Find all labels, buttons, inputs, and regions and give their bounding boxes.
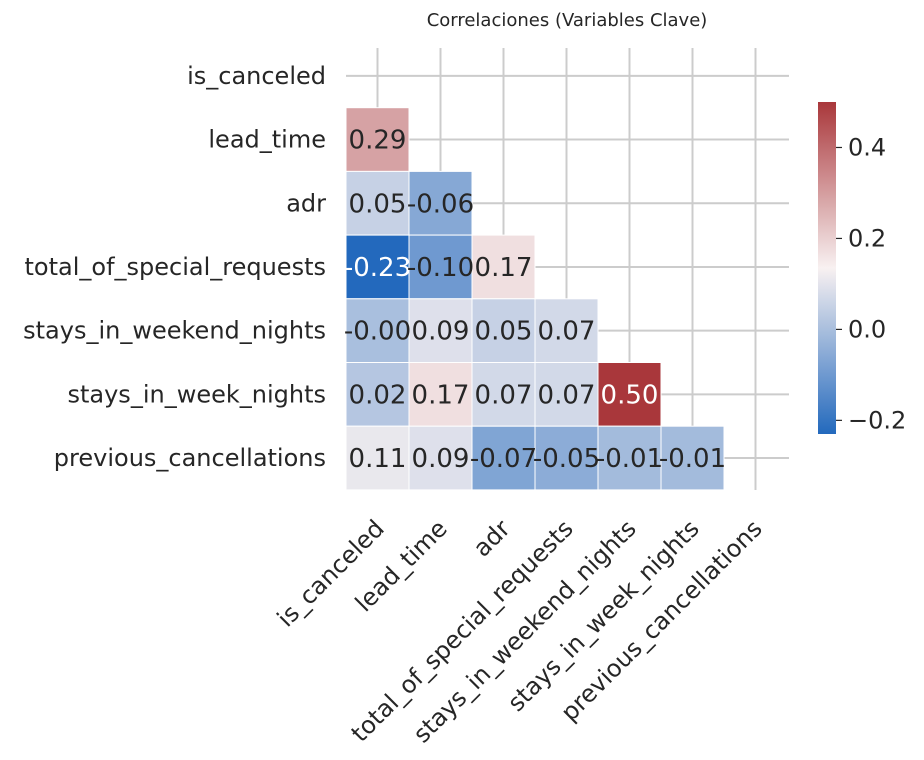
cell-value-label: -0.01 (596, 444, 663, 474)
heatmap-cell (345, 107, 410, 172)
cell-value-label: -0.00 (344, 317, 411, 347)
heatmap-cell (408, 170, 473, 236)
cell-annotations: 0.290.05 -0.06-0.23-0.10 0.17-0.00 0.09 0.05… (344, 126, 726, 474)
cell-value-label: 0.09 (412, 317, 470, 347)
heatmap-cell (660, 425, 725, 491)
cell-value-label: 0.05 (475, 317, 533, 347)
y-tick-label: adr (286, 189, 326, 217)
colorbar-tick-label: 0.2 (848, 224, 886, 252)
heatmap-cells (345, 107, 725, 491)
heatmap-cell (471, 234, 536, 300)
heatmap-cell (471, 425, 536, 491)
cell-value-label: 0.05 (349, 189, 407, 219)
heatmap-cell (597, 425, 662, 491)
cell-value-label: 0.07 (538, 317, 596, 347)
heatmap-cell (408, 425, 473, 491)
cell-value-label: 0.17 (475, 253, 533, 283)
heatmap-cell (471, 298, 536, 363)
heatmap-cell (345, 362, 410, 427)
cell-value-label: 0.50 (601, 380, 659, 410)
cell-value-label: 0.07 (538, 380, 596, 410)
x-tick-label: adr (468, 514, 516, 562)
cell-value-label: -0.05 (533, 444, 600, 474)
cell-value-label: 0.02 (349, 380, 407, 410)
cell-value-label: -0.10 (407, 253, 474, 283)
cell-value-label: -0.23 (344, 253, 411, 283)
colorbar-gradient (818, 102, 836, 434)
cell-value-label: -0.06 (407, 189, 474, 219)
y-tick-label: stays_in_week_nights (67, 380, 326, 408)
cell-value-label: -0.01 (659, 444, 726, 474)
cell-value-label: 0.17 (412, 380, 470, 410)
colorbar-tick-label: −0.2 (848, 406, 906, 434)
heatmap-cell (345, 298, 410, 363)
heatmap-cell (534, 298, 599, 363)
cell-value-label: 0.11 (349, 444, 407, 474)
y-tick-label: lead_time (208, 126, 326, 154)
y-tick-label: previous_cancellations (54, 444, 326, 472)
heatmap-cell (597, 362, 662, 427)
cell-value-label: 0.29 (349, 126, 407, 156)
cell-value-label: -0.07 (470, 444, 537, 474)
cell-value-label: 0.09 (412, 444, 470, 474)
colorbar-tick-label: 0.0 (848, 315, 886, 343)
heatmap-cell (408, 298, 473, 363)
y-tick-label: is_canceled (187, 62, 326, 90)
y-tick-label: total_of_special_requests (25, 253, 327, 281)
heatmap-cell (345, 425, 410, 491)
cell-value-label: 0.07 (475, 380, 533, 410)
heatmap-cell (408, 362, 473, 427)
colorbar: −0.2 0.0 0.2 0.4 (818, 102, 906, 434)
chart-title: Correlaciones (Variables Clave) (427, 10, 708, 31)
y-tick-label: stays_in_weekend_nights (23, 317, 326, 345)
colorbar-tick-label: 0.4 (848, 133, 886, 161)
